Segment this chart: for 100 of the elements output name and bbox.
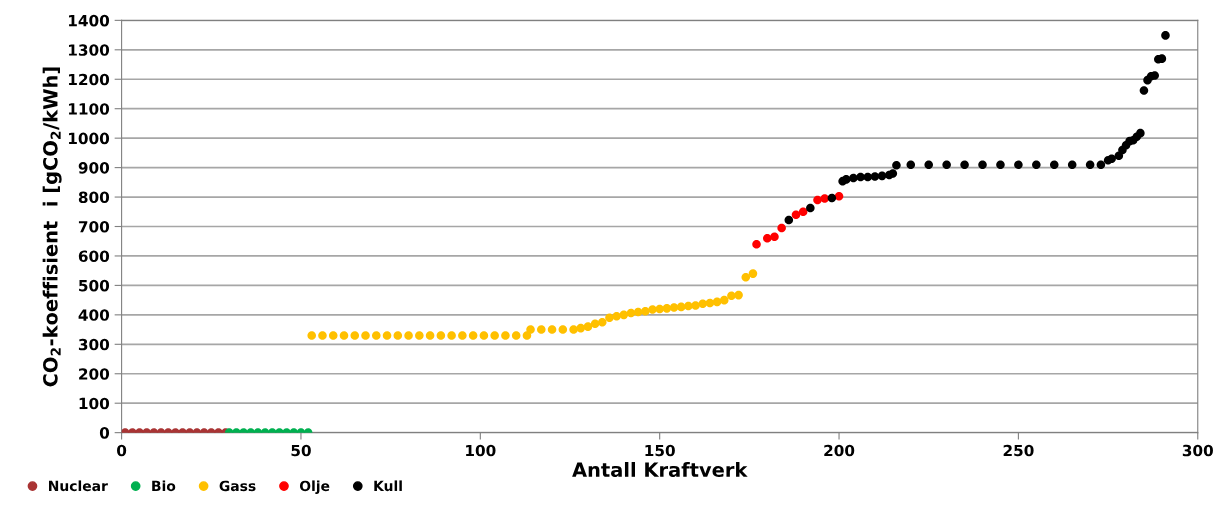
point xyxy=(763,234,772,243)
point xyxy=(447,331,456,340)
point xyxy=(870,172,880,181)
y-tick-label: 600 xyxy=(78,250,110,262)
y-tick-label: 500 xyxy=(79,279,110,292)
point xyxy=(501,331,510,340)
y-tick-label: 200 xyxy=(79,368,110,380)
point xyxy=(1085,160,1095,169)
point xyxy=(569,325,578,334)
point xyxy=(479,331,489,340)
point xyxy=(888,169,898,178)
x-tick-label: 0 xyxy=(117,444,127,457)
x-tick-label: 150 xyxy=(645,444,675,457)
point xyxy=(669,303,679,312)
point xyxy=(849,173,858,183)
point xyxy=(996,160,1005,169)
y-tick-label: 1000 xyxy=(69,132,110,145)
point xyxy=(777,223,786,233)
y-tick-label: 700 xyxy=(78,220,110,233)
legend-label: Bio xyxy=(152,480,176,492)
point xyxy=(719,295,729,305)
point xyxy=(892,160,901,170)
point xyxy=(612,312,621,321)
point xyxy=(727,291,736,300)
point xyxy=(806,203,815,213)
y-tick-label: 800 xyxy=(78,191,110,204)
point xyxy=(856,172,865,182)
point xyxy=(691,301,700,310)
y-tick-label: 1200 xyxy=(69,73,110,86)
legend-label: Kull xyxy=(374,480,402,492)
point xyxy=(576,323,586,333)
point xyxy=(372,331,381,340)
y-tick-label: 1400 xyxy=(69,14,110,27)
point xyxy=(425,331,435,340)
point xyxy=(1139,86,1149,95)
legend-label: Nuclear xyxy=(49,480,108,492)
point xyxy=(770,232,779,242)
point xyxy=(827,193,837,203)
point xyxy=(1136,128,1145,138)
point xyxy=(468,331,478,340)
point xyxy=(655,304,664,314)
point xyxy=(648,305,657,314)
point xyxy=(1161,31,1170,40)
y-tick-label: 400 xyxy=(78,309,110,321)
legend-label: Gass xyxy=(219,480,256,492)
x-tick-label: 200 xyxy=(824,444,855,457)
point xyxy=(791,210,801,220)
point xyxy=(734,290,743,300)
point xyxy=(404,331,413,340)
point xyxy=(605,313,614,323)
y-tick-label: 900 xyxy=(78,162,110,174)
point xyxy=(748,269,758,278)
point xyxy=(328,331,338,340)
point xyxy=(526,325,535,334)
point xyxy=(1107,154,1116,164)
point xyxy=(350,331,360,340)
point xyxy=(641,307,650,316)
point xyxy=(1096,160,1106,169)
point xyxy=(978,160,987,169)
x-tick-label: 100 xyxy=(466,444,496,457)
y-tick-label: 0 xyxy=(99,427,110,439)
point xyxy=(590,319,600,328)
point xyxy=(436,331,446,340)
point xyxy=(393,331,403,340)
point xyxy=(1049,160,1059,169)
y-tick-label: 100 xyxy=(79,397,110,410)
point xyxy=(784,215,794,225)
point xyxy=(583,322,593,331)
point xyxy=(598,317,607,327)
point xyxy=(924,160,933,169)
point xyxy=(906,160,916,169)
point xyxy=(318,331,327,340)
point xyxy=(558,325,568,334)
y-axis-title: CO$_{2}$-koeffisient i [gCO$_{2}$/kWh] xyxy=(42,67,62,387)
point xyxy=(798,207,808,217)
y-tick-label: 1100 xyxy=(69,103,110,115)
x-axis-title: Antall Kraftverk xyxy=(572,462,748,478)
point xyxy=(662,304,672,313)
point xyxy=(1067,160,1077,169)
point xyxy=(511,331,521,340)
point xyxy=(490,331,499,340)
x-tick-label: 250 xyxy=(1003,444,1034,457)
y-tick-label: 300 xyxy=(78,338,110,351)
point xyxy=(547,325,557,334)
point xyxy=(458,331,467,340)
point xyxy=(813,195,822,205)
point xyxy=(415,331,424,340)
x-tick-label: 300 xyxy=(1182,444,1213,457)
point xyxy=(942,160,951,169)
point xyxy=(834,191,844,201)
y-tick-label: 1300 xyxy=(69,44,110,56)
legend-label: Olje xyxy=(299,480,330,494)
point xyxy=(619,310,629,320)
point xyxy=(339,331,349,340)
point xyxy=(698,299,708,308)
point xyxy=(361,331,370,340)
point xyxy=(741,272,751,282)
point xyxy=(752,239,761,249)
point xyxy=(382,331,392,340)
point xyxy=(863,172,873,182)
